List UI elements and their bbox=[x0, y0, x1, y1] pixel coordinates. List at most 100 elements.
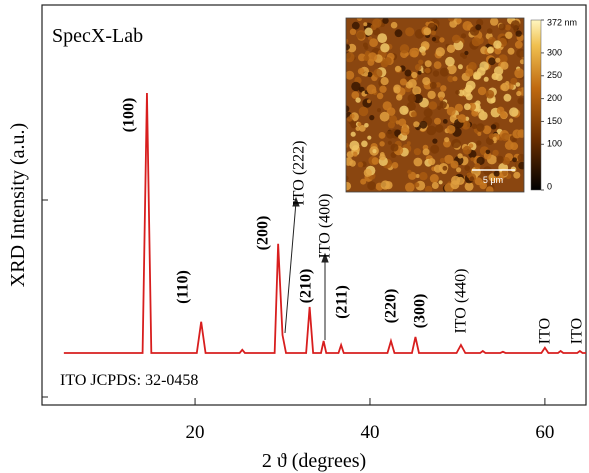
afm-grain bbox=[439, 97, 443, 101]
afm-grain bbox=[344, 44, 350, 50]
afm-grain bbox=[398, 135, 402, 139]
afm-grain bbox=[369, 115, 374, 120]
afm-grain bbox=[428, 158, 435, 165]
afm-grain bbox=[453, 76, 458, 81]
afm-grain bbox=[458, 64, 463, 69]
peak-label: (210) bbox=[298, 269, 315, 304]
afm-grain bbox=[420, 121, 428, 129]
afm-grain bbox=[486, 150, 491, 155]
afm-grain bbox=[347, 116, 352, 121]
afm-grain bbox=[440, 158, 445, 163]
x-tick-label: 40 bbox=[360, 422, 379, 443]
afm-grain bbox=[356, 30, 366, 40]
afm-grain bbox=[414, 158, 423, 167]
afm-grain bbox=[430, 145, 439, 154]
afm-grain bbox=[405, 70, 412, 77]
afm-grain bbox=[432, 37, 436, 41]
peak-label: ITO (400) bbox=[317, 193, 334, 258]
afm-grain bbox=[361, 141, 368, 148]
afm-grain bbox=[439, 180, 443, 184]
afm-grain bbox=[367, 99, 371, 103]
afm-grain bbox=[425, 60, 432, 67]
afm-grain bbox=[464, 51, 468, 55]
afm-grain bbox=[484, 77, 489, 82]
y-axis-label: XRD Intensity (a.u.) bbox=[7, 123, 29, 287]
colorbar-tick-label: 372 nm bbox=[547, 17, 577, 27]
scale-bar-label: 5 μm bbox=[483, 175, 503, 185]
afm-grain bbox=[414, 148, 421, 155]
afm-grain bbox=[477, 132, 481, 136]
afm-grain bbox=[511, 20, 520, 29]
afm-grain bbox=[512, 157, 517, 162]
afm-grain bbox=[497, 107, 505, 115]
afm-grain bbox=[463, 146, 472, 155]
afm-grain bbox=[380, 43, 389, 52]
afm-grain bbox=[436, 47, 445, 56]
afm-grain bbox=[474, 163, 480, 169]
afm-grain bbox=[363, 22, 367, 26]
afm-grain bbox=[426, 125, 436, 135]
afm-grain bbox=[427, 91, 435, 99]
afm-grain bbox=[490, 17, 498, 25]
afm-grain bbox=[423, 28, 431, 36]
afm-grain bbox=[445, 57, 455, 67]
afm-grain bbox=[443, 166, 448, 171]
afm-grain bbox=[487, 28, 493, 34]
afm-grain bbox=[356, 126, 361, 131]
afm-grain bbox=[516, 82, 521, 87]
afm-grain bbox=[393, 87, 400, 94]
afm-grain bbox=[476, 140, 481, 145]
afm-grain bbox=[456, 167, 461, 172]
afm-grain bbox=[395, 29, 403, 37]
afm-grain bbox=[460, 53, 465, 58]
afm-grain bbox=[388, 141, 392, 145]
x-axis-label: 2 ϑ (degrees) bbox=[262, 450, 366, 472]
afm-grain bbox=[518, 99, 522, 103]
afm-grain bbox=[440, 85, 446, 91]
afm-grain bbox=[392, 162, 399, 169]
afm-grain bbox=[433, 70, 439, 76]
afm-grain bbox=[405, 27, 414, 36]
peak-label: (100) bbox=[121, 98, 138, 133]
afm-grain bbox=[359, 107, 369, 117]
afm-grain bbox=[368, 52, 377, 61]
afm-grain bbox=[486, 90, 495, 99]
colorbar-tick-label: 300 bbox=[547, 47, 562, 57]
peak-label: (110) bbox=[175, 270, 192, 304]
afm-grain bbox=[516, 30, 522, 36]
afm-grain bbox=[363, 43, 368, 48]
afm-grain bbox=[345, 71, 354, 80]
afm-grain bbox=[409, 48, 419, 58]
afm-grain bbox=[424, 108, 433, 117]
afm-grain bbox=[505, 141, 514, 150]
afm-grain bbox=[391, 144, 399, 152]
afm-grain bbox=[413, 121, 419, 127]
afm-grain bbox=[350, 29, 356, 35]
afm-grain bbox=[430, 174, 439, 183]
afm-grain bbox=[352, 22, 360, 30]
afm-grain bbox=[423, 148, 430, 155]
afm-grain bbox=[513, 172, 520, 179]
afm-grain bbox=[355, 97, 360, 102]
afm-grain bbox=[496, 156, 503, 163]
afm-grain bbox=[418, 71, 422, 75]
afm-grain bbox=[492, 150, 498, 156]
afm-grain bbox=[505, 32, 512, 39]
afm-grain bbox=[351, 132, 356, 137]
afm-grain bbox=[380, 112, 390, 122]
colorbar-tick-label: 250 bbox=[547, 70, 562, 80]
afm-grain bbox=[499, 23, 506, 30]
afm-grain bbox=[476, 123, 484, 131]
afm-grain bbox=[377, 108, 381, 112]
afm-grain bbox=[430, 82, 437, 89]
afm-grain bbox=[452, 35, 461, 44]
afm-grain bbox=[516, 91, 521, 96]
afm-grain bbox=[395, 66, 401, 72]
afm-grain bbox=[349, 160, 356, 167]
note: ITO JCPDS: 32-0458 bbox=[60, 372, 198, 389]
colorbar-tick-label: 100 bbox=[547, 139, 562, 149]
afm-grain bbox=[422, 77, 430, 85]
afm-grain bbox=[493, 40, 501, 48]
afm-grain bbox=[475, 24, 481, 30]
peak-label: ITO bbox=[569, 318, 586, 344]
